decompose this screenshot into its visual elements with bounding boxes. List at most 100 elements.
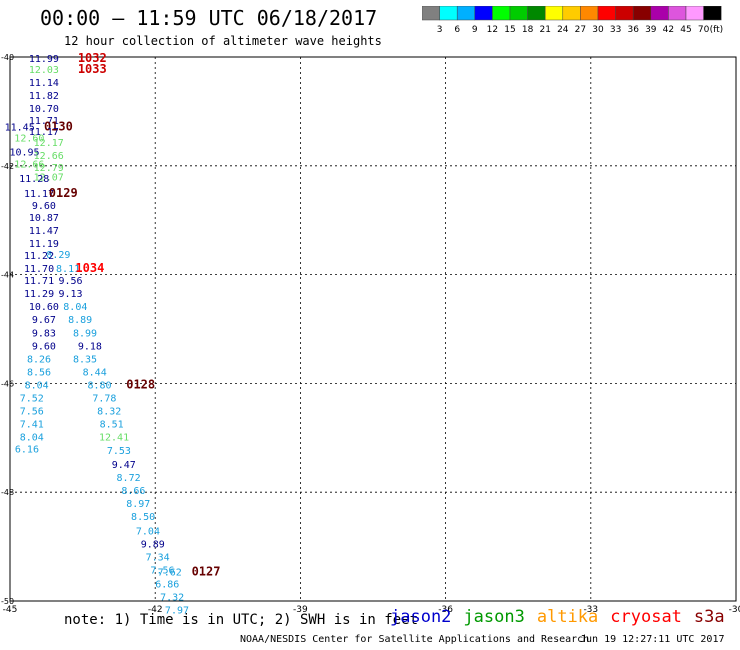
latitude-tick-label: -42 [1, 162, 14, 171]
wave-height-label: 8.50 [131, 512, 155, 523]
wave-height-label: 8.51 [100, 420, 124, 431]
wave-height-label: 11.29 [24, 289, 54, 300]
wave-height-label: 8.35 [73, 354, 97, 365]
wave-height-label: 11.70 [24, 264, 54, 275]
legend-jason3: jason3 [463, 607, 525, 627]
longitude-tick-label: -33 [583, 605, 598, 615]
wave-height-label: 7.56 [20, 407, 44, 418]
colorbar-tick-label: 45 [680, 25, 691, 35]
wave-height-label: 12.03 [29, 65, 59, 76]
colorbar-tick-label: 3 [437, 25, 443, 35]
wave-height-label: 7.52 [20, 394, 44, 405]
wave-height-label: 8.56 [27, 367, 51, 378]
colorbar-tick-label: 39 [645, 25, 657, 35]
wave-height-label: 11.22 [24, 251, 54, 262]
wave-height-label: 8.04 [20, 433, 44, 444]
pass-time-label: 0129 [49, 186, 78, 200]
colorbar-tick-label: 70 [698, 25, 710, 35]
legend-cryosat: cryosat [610, 607, 682, 627]
wave-height-label: 11.45 [5, 123, 35, 134]
wave-height-label: 11.28 [19, 174, 49, 185]
wave-height-label: 12.17 [34, 138, 64, 149]
wave-height-label: 8.72 [117, 473, 141, 484]
wave-height-label: 8.11 [56, 264, 80, 275]
wave-height-colorbar: 3 6 9 12 15 18 21 24 27 30 33 36 39 42 45 70 (ft) [422, 6, 723, 35]
longitude-tick-label: -36 [438, 605, 453, 615]
wave-height-label: 9.89 [141, 539, 165, 550]
legend-jason2: jason2 [390, 607, 452, 627]
credit-line: NOAA/NESDIS Center for Satellite Applica… [240, 634, 590, 645]
wave-height-label: 6.86 [155, 580, 179, 591]
wave-height-label: 8.99 [73, 328, 97, 339]
wave-height-label: 12.79 [34, 163, 64, 174]
wave-height-label: 10.60 [29, 302, 59, 313]
wave-height-label: 7.78 [92, 394, 116, 405]
latitude-tick-label: -46 [1, 379, 14, 388]
units-note: note: 1) Time is in UTC; 2) SWH is in fe… [64, 612, 419, 628]
colorbar-tick-label: 6 [454, 25, 460, 35]
colorbar-tick-label: 24 [557, 25, 569, 35]
wave-height-label: 12.41 [99, 433, 129, 444]
wave-height-label: 10.87 [29, 213, 59, 224]
wave-height-label: 8.89 [68, 315, 92, 326]
wave-height-label: 7.41 [20, 420, 44, 431]
wave-height-label: 9.67 [32, 315, 56, 326]
wave-height-label: 9.18 [78, 341, 102, 352]
longitude-tick-label: -39 [293, 605, 308, 615]
wave-height-label: 7.53 [107, 446, 131, 457]
legend-altika: altika [536, 607, 599, 627]
wave-height-label: 7.04 [136, 526, 160, 537]
wave-height-label: 8.29 [46, 250, 70, 261]
wave-height-label: 11.17 [24, 189, 54, 200]
wave-height-label: 12.07 [34, 173, 64, 184]
wave-height-label: 7.32 [160, 593, 184, 604]
latitude-tick-label: -48 [1, 488, 14, 497]
wave-height-label: 9.60 [32, 341, 56, 352]
wave-height-label: 8.97 [126, 499, 150, 510]
wave-height-label: 7.62 [158, 568, 182, 579]
longitude-tick-label: -45 [3, 605, 18, 615]
pass-time-label: 1034 [75, 261, 104, 275]
wave-height-label: 11.17 [29, 127, 59, 138]
latitude-tick-label: -50 [1, 597, 14, 606]
longitude-tick-label: -42 [148, 605, 163, 615]
pass-time-label: 0130 [44, 120, 73, 134]
legend-s3a: s3a [693, 607, 725, 627]
map-subtitle: 12 hour collection of altimeter wave hei… [64, 34, 382, 48]
colorbar-tick-label: 33 [610, 25, 621, 35]
wave-height-label: 9.60 [32, 201, 56, 212]
pass-time-label: 0127 [192, 565, 221, 579]
colorbar-tick-label: 9 [472, 25, 478, 35]
colorbar-swatch [703, 6, 722, 21]
longitude-tick-label: -30 [729, 605, 740, 615]
colorbar-tick-label: 36 [627, 25, 639, 35]
wave-height-label: 11.47 [29, 226, 59, 237]
wave-height-label: 8.32 [97, 407, 121, 418]
pass-time-label: 1033 [78, 62, 107, 76]
generated-timestamp: Jun 19 12:27:11 UTC 2017 [580, 634, 725, 645]
wave-height-label: 8.66 [121, 486, 145, 497]
wave-height-label: 11.71 [24, 276, 54, 287]
latitude-tick-label: -44 [1, 271, 14, 280]
wave-height-label: 12.66 [34, 151, 64, 162]
colorbar-tick-label: 27 [575, 25, 586, 35]
wave-height-label: 10.95 [9, 148, 39, 159]
wave-height-label: 11.99 [29, 54, 59, 65]
wave-height-label: 8.80 [87, 380, 111, 391]
wave-height-label: 11.71 [29, 116, 59, 127]
wave-height-label: 6.16 [15, 445, 39, 456]
map-title: 00:00 – 11:59 UTC 06/18/2017 [40, 6, 378, 30]
colorbar-tick-label: 21 [539, 25, 550, 35]
colorbar-tick-label: 18 [522, 25, 534, 35]
colorbar-tick-label: 42 [663, 25, 674, 35]
wave-height-label: 8.04 [63, 302, 87, 313]
wave-height-label: 8.26 [27, 354, 51, 365]
colorbar-tick-label: 30 [592, 25, 604, 35]
pass-time-label: 1032 [78, 51, 107, 65]
latitude-tick-label: -40 [1, 53, 14, 62]
wave-height-label: 9.56 [58, 276, 82, 287]
colorbar-tick-label: 12 [487, 25, 498, 35]
wave-height-label: 11.19 [29, 239, 59, 250]
wave-height-label: 8.04 [25, 380, 49, 391]
